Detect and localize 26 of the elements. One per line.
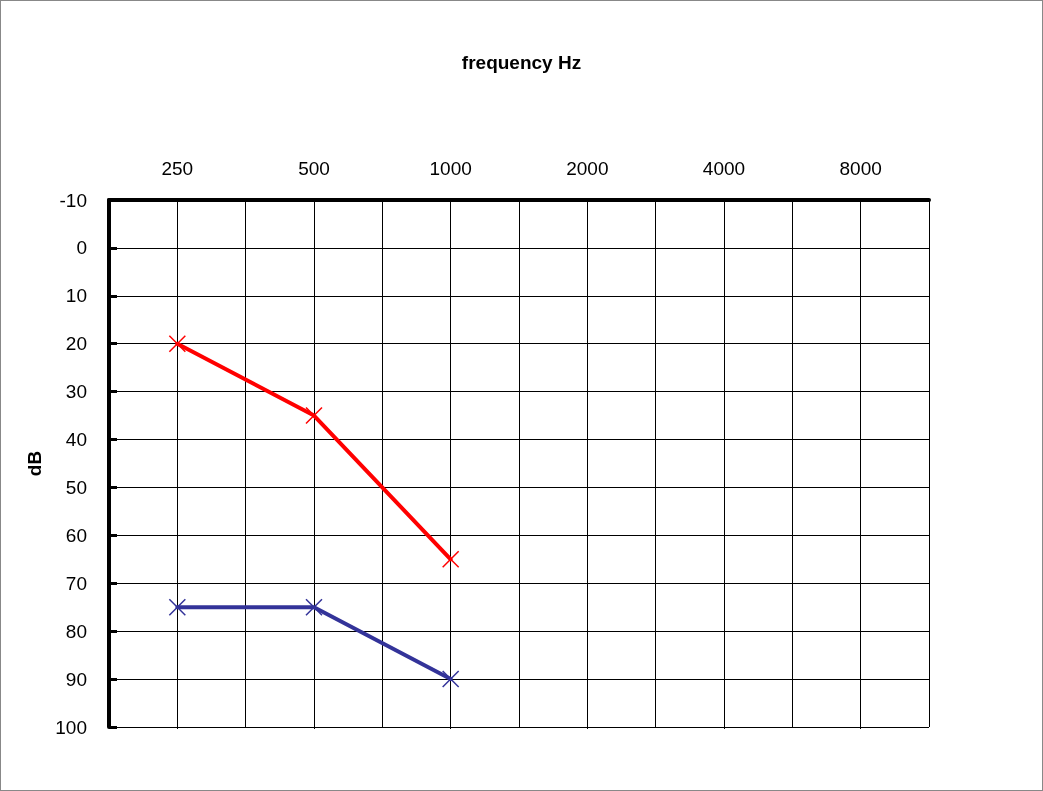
chart-title: frequency Hz <box>461 52 582 73</box>
point <box>305 406 323 425</box>
x-tick-label: 2000 <box>566 158 609 179</box>
y-tick-label: 20 <box>65 333 87 355</box>
y-tick-label: 30 <box>65 381 87 403</box>
x-tick-label: 1000 <box>429 158 472 179</box>
y-axis-title: dB <box>24 450 46 477</box>
point <box>441 670 460 688</box>
y-tick-label: 40 <box>65 429 87 451</box>
y-tick-label: -10 <box>59 189 87 211</box>
x-tick-label: 250 <box>161 158 194 179</box>
y-tick-label: 80 <box>65 620 87 642</box>
y-tick-label: 0 <box>76 237 87 259</box>
y-tick-label: 70 <box>65 572 87 594</box>
y-tick-label: 100 <box>55 716 87 738</box>
point <box>441 550 460 569</box>
x-tick-label: 500 <box>298 158 330 179</box>
y-tick-label: 10 <box>65 285 87 307</box>
y-tick-label: 60 <box>65 524 87 546</box>
point <box>305 598 323 616</box>
x-tick-label: 4000 <box>702 158 746 179</box>
x-tick-label: 8000 <box>839 158 882 179</box>
y-tick-label: 50 <box>65 476 87 498</box>
point <box>168 598 187 616</box>
y-tick-label: 90 <box>65 668 87 690</box>
point <box>168 334 187 353</box>
